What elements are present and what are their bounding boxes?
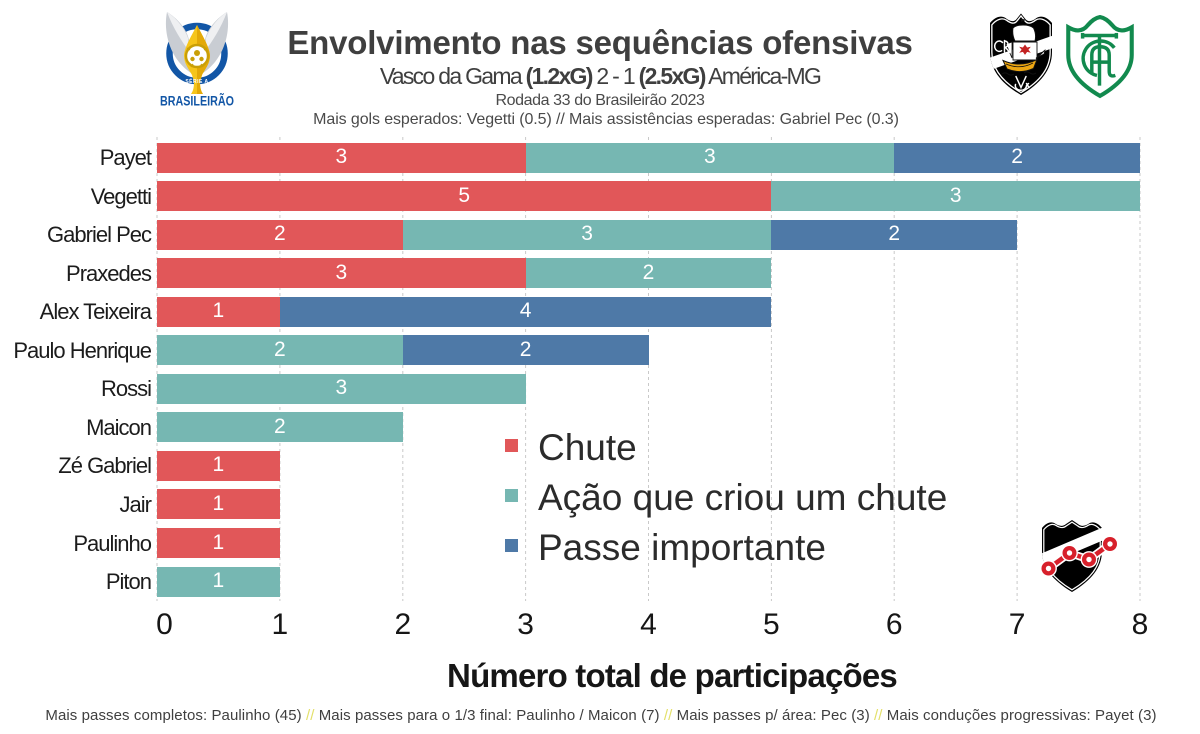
svg-text:BRASILEIRÃO: BRASILEIRÃO [160, 94, 234, 109]
svg-text:SÉRIE A: SÉRIE A [185, 77, 208, 85]
